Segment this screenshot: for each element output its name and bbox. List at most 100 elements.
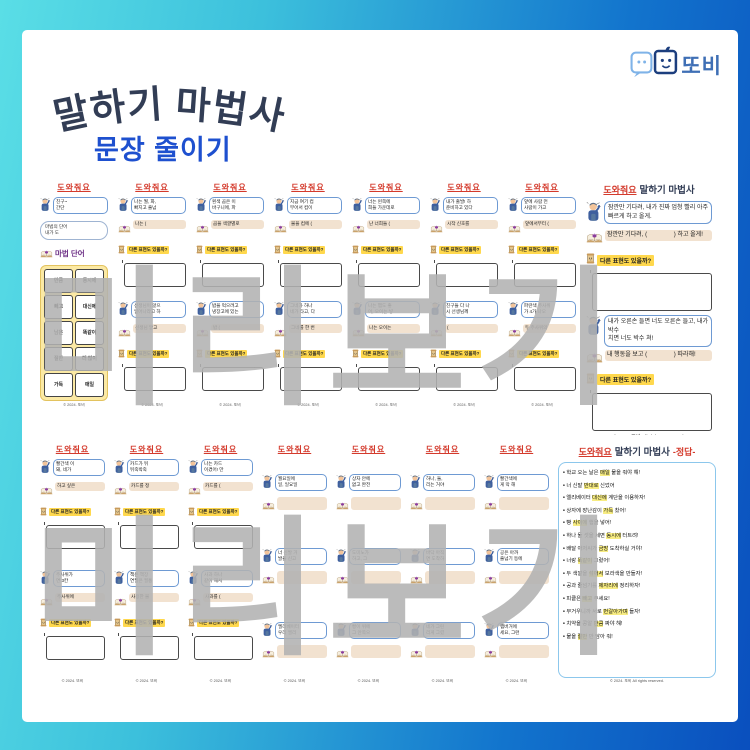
answer-highlight: 만큼 — [593, 621, 604, 628]
speech-bubble: 너 신발 거 발을 신고 — [275, 548, 327, 565]
bubble-row: 주사위가 면 3칸 — [40, 570, 105, 590]
worksheet-thumbnail: 도와줘요 빨간색에 게 막 해 공은 아까 줄넘기 등에 햄버거에 세요, 그런 © 2024… — [482, 442, 551, 686]
person-icon — [196, 301, 207, 321]
magic-word-chip: 대신에 — [75, 294, 104, 319]
speech-line: 흰색 곰은 이 — [212, 199, 236, 204]
page-title: 말하기 마법사 — [49, 84, 288, 140]
speech-line: 이겼어! 만 — [204, 467, 224, 473]
copyright-text: © 2024. 또비 — [453, 403, 475, 407]
person-icon — [410, 622, 421, 642]
speech-line: 리게 그렸 — [426, 630, 445, 636]
bubble-row: 책은 책장 연필은 필통 — [114, 570, 179, 590]
answer-row — [336, 571, 401, 589]
answer-text-post: 터트려! — [620, 532, 639, 539]
speech-line: 내가 출발! 하 — [446, 199, 471, 204]
speech-line: 선생님이 앉으 — [134, 303, 161, 308]
answer-highlight: 매일 — [599, 470, 610, 476]
response-box — [120, 525, 179, 549]
answer-text-post: 물을 줘야 해! — [609, 470, 640, 476]
worksheet-title: 도와줘요 — [351, 445, 386, 454]
book-icon — [118, 220, 131, 238]
scroll-icon — [352, 345, 359, 363]
answer-line — [277, 497, 327, 510]
book-icon — [262, 497, 275, 515]
worksheet-thumbnail: 도와줘요 카드가 뒤 뒤죽박죽 카드를 정 다른 표현도 있을까? 책은 책장 연필은 필통… — [112, 442, 181, 686]
speech-bubble: 공은 아까 줄넘기 등에 — [497, 548, 549, 565]
answer-line: 나는 ( — [133, 220, 186, 229]
answer-line: 그네를 한 번 — [289, 324, 342, 333]
answer-text-pre: 엘리베이터 — [566, 495, 593, 502]
question-block: 빨간색 이 돼, 네가 하고 싶은 다른 표현도 있을까? — [38, 457, 107, 568]
connector-line — [200, 260, 266, 263]
worksheet-thumbnail: 도와줘요 나는 월, 화, 빠지고 줄넘 나는 (다른 표현도 있을까? 선생님이 앉으… — [116, 180, 188, 410]
answer-line: 주사위에 — [55, 593, 105, 602]
speech-line: 바닥 아직 — [426, 550, 445, 555]
answer-row: 내 행동을 보고 ( ) 따라해! — [586, 349, 712, 368]
response-box — [46, 525, 105, 549]
answer-text-post: 찼어! — [613, 507, 626, 514]
prompt-label: 다른 표현도 있을까? — [439, 350, 482, 358]
scroll-icon — [118, 345, 125, 363]
speech-line: 리는 거야 — [426, 482, 445, 488]
connector-line — [278, 260, 344, 263]
book-icon — [274, 324, 287, 342]
answer-text-pre: 피클은 — [566, 595, 583, 602]
answer-row — [336, 645, 401, 663]
answer-line — [351, 497, 401, 510]
magic-words-box: 만큼 동시에 빼고 대신에 남은 똑같이 절반 더 많이 가득 매일 — [40, 264, 108, 401]
speech-line: 면 도착하 — [426, 556, 445, 562]
connector-line — [356, 260, 422, 263]
person-icon — [40, 197, 51, 217]
copyright-text: © 2024. 또비 — [141, 403, 163, 407]
answer-line: 두 주사위의 — [523, 324, 576, 333]
speech-line: 같이 해서 — [204, 578, 223, 584]
bubble-row: 그네가 하나 네가 타고, 다 — [274, 301, 342, 321]
answer-text-pre: 하나 둘 셋을 세면 — [566, 532, 607, 539]
bubble-row: 앞에 사람 먼 사람이 가고 — [508, 197, 576, 217]
speech-line: 사과 하나 — [204, 572, 223, 577]
bubble-row: 너 신발 거 발을 신고 — [262, 548, 327, 568]
speech-line: 파란색 주사위 — [524, 303, 551, 308]
prompt-label: 다른 표현도 있을까? — [123, 619, 166, 627]
answer-row: 나는 오이는 — [352, 324, 420, 342]
speech-line: 공은 아까 — [500, 550, 519, 555]
bubble-row: 잠깐만 기다려, 내가 진짜 엄청 빨리 아주 빠르게 하고 올게. — [586, 201, 712, 227]
speech-line: 하나, 둘, — [426, 476, 443, 481]
answer-item: 하나 둘 셋을 세면 동시에 터트려! — [563, 530, 711, 543]
worksheet-thumbnail: 도와줘요 나는 카드 이겼어! 만 카드를 (다른 표현도 있을까? 사과 하나 같이 해… — [186, 442, 255, 686]
book-icon — [188, 593, 201, 611]
speech-line: 발을 신고 — [278, 556, 297, 562]
answer-item: 너랑 똑같이 그렸어! — [563, 555, 711, 568]
speech-bubble: 월요일에 일, 일요일 — [275, 474, 327, 491]
speech-line: 네가 타고, 다 — [290, 309, 315, 315]
bubble-row: 햄버거에 세요, 그런 — [484, 622, 549, 642]
worksheet-title: 도와줘요 — [213, 183, 247, 192]
speech-line: 바구니에, 파 — [212, 205, 236, 211]
book-icon — [430, 324, 443, 342]
worksheet-thumbnail: 도와줘요 앞에 사람 먼 사람이 가고 앞에서부터 (다른 표현도 있을까? 파란색 주… — [506, 180, 578, 410]
book-icon — [262, 571, 275, 589]
person-icon — [118, 197, 129, 217]
magic-word-chip: 똑같이 — [75, 320, 104, 345]
answer-row: ( — [430, 324, 498, 342]
bubble-row: 빨간색에 게 막 해 — [484, 474, 549, 494]
answer-row: 두 주사위의 — [508, 324, 576, 342]
speech-line: 냉장고에 있는 — [212, 309, 239, 315]
response-box — [202, 367, 264, 391]
answer-highlight: 절반 — [577, 633, 588, 640]
prompt-label: 다른 표현도 있을까? — [49, 508, 92, 516]
prompt-label: 다른 표현도 있을까? — [597, 254, 655, 266]
answer-text-post: 만 담아 줘! — [587, 633, 613, 640]
response-box — [436, 263, 498, 287]
worksheet-thumbnail: 도와줘요 너는 왼쪽에 희들 가운데로 난 너희들 (다른 표현도 있을까? 나는 햄도… — [350, 180, 422, 410]
prompt-row: 다른 표현도 있을까? — [188, 614, 253, 632]
connector-line — [590, 270, 714, 273]
answer-row — [336, 497, 401, 515]
answer-text-pre: 물을 — [566, 633, 578, 640]
book-icon — [336, 645, 349, 663]
bubble-row: 친구~ 간단 — [40, 197, 108, 217]
question-block: 너 신발 거 발을 신고 — [260, 531, 329, 605]
answer-highlight: 제자리에 — [598, 583, 619, 590]
prompt-label: 다른 표현도 있을까? — [127, 350, 170, 358]
